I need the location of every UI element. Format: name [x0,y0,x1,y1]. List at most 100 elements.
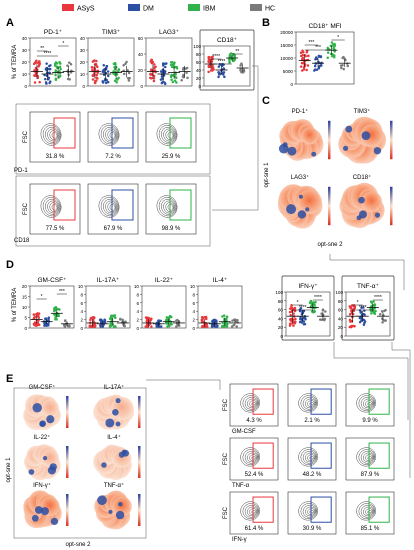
facs-y-axis-label: FSC [223,452,229,465]
data-point [317,54,321,58]
tsne-cluster-low [298,194,303,199]
data-point [127,71,131,75]
contour-line [45,198,60,215]
data-point [222,314,226,317]
plot-title: IL-22⁺ [155,277,174,284]
y-tick-label: 6 [80,301,83,306]
tsne-cluster-low [105,418,115,428]
gate [169,189,192,221]
facs-y-axis-label: FSC [23,202,29,215]
facs-plot: 48.2 % [287,437,337,481]
data-point [165,316,169,319]
tsne-title: IL-22⁺ [34,434,51,441]
facs-frame [287,491,337,535]
data-point [36,312,39,315]
data-point [233,318,237,321]
plot-frame [145,37,193,87]
tsne-map: IL-22⁺ [24,434,69,481]
y-tick-label: 40 [138,52,144,57]
data-point [205,323,208,327]
data-point [331,53,334,56]
data-point [54,317,58,321]
data-point [117,68,121,71]
data-point [320,64,323,67]
tsne-map: IFN-γ⁺ [23,482,69,529]
data-point [229,52,233,55]
facs-plot: 52.4 % FSC [223,437,279,481]
y-tick-label: 10 [134,284,140,289]
y-tick-label: 20 [338,325,344,330]
tsne-cluster-low [311,151,317,157]
facs-frame [345,437,395,481]
tsne-y-axis: opt-sne 1 [6,457,12,483]
panel-a-ylabel: % of TEMRA [12,45,18,80]
data-point [101,80,104,83]
tsne-map: TIM3⁺ [338,108,393,164]
facs-x-axis-label: TNF-α [232,483,250,489]
tsne-cluster-low [282,142,288,148]
data-point [124,62,127,65]
contour-line [161,126,176,143]
connector-lines [146,65,411,478]
data-point [210,69,214,72]
contour-line [109,132,116,139]
y-tick-label: 8 [192,292,195,297]
contour-line [360,450,375,464]
y-tick-label: 60 [196,60,202,65]
data-point [223,75,226,79]
data-point [123,324,126,328]
data-point [288,322,292,325]
dot-plot: IL-4⁺ 10 8 6 4 2 0 [190,277,243,331]
contour-line [302,396,317,410]
data-point [164,319,168,322]
data-point [57,314,60,318]
data-point [313,69,316,72]
data-point [159,70,163,73]
tsne-cluster [112,496,132,517]
facs-x-axis-label: GM-CSF [232,429,256,435]
y-tick-label: 10 [78,284,84,289]
legend-label: ASyS [77,6,95,13]
gate [310,496,332,523]
facs-x-axis-label: IFN-γ [232,537,247,543]
data-point [384,308,387,312]
data-point [303,63,307,66]
data-point [211,66,215,69]
data-point [151,60,154,64]
contour-line [45,126,60,143]
data-point [63,319,67,322]
tsne-cluster-low [108,509,113,514]
data-point [54,62,57,66]
data-point [90,325,94,328]
gate [368,496,390,523]
data-point [313,303,316,307]
data-point [353,305,357,308]
contour-line [365,400,373,407]
y-tick-label: 6 [136,301,139,306]
tsne-cluster-low [286,204,297,215]
contour-line [156,195,178,218]
gate-percentage: 4.3 % [246,418,262,424]
data-point [152,74,156,78]
contour-line [105,200,117,214]
gate [111,189,134,221]
data-point [346,64,350,68]
y-tick-label: 60 [138,36,144,41]
data-point [214,321,217,324]
y-tick-label: 100 [335,290,343,295]
data-point [33,315,37,319]
tsne-cluster-low [97,495,107,506]
data-point [326,46,329,50]
tsne-cluster-low [47,466,57,475]
data-point [122,63,125,67]
data-point [107,74,110,78]
tsne-cluster-low [361,131,371,141]
plot-title: CD18⁺ [217,37,238,44]
data-point [372,300,375,303]
data-point [146,316,150,320]
data-point [121,318,124,321]
y-tick-label: 0 [198,84,201,89]
